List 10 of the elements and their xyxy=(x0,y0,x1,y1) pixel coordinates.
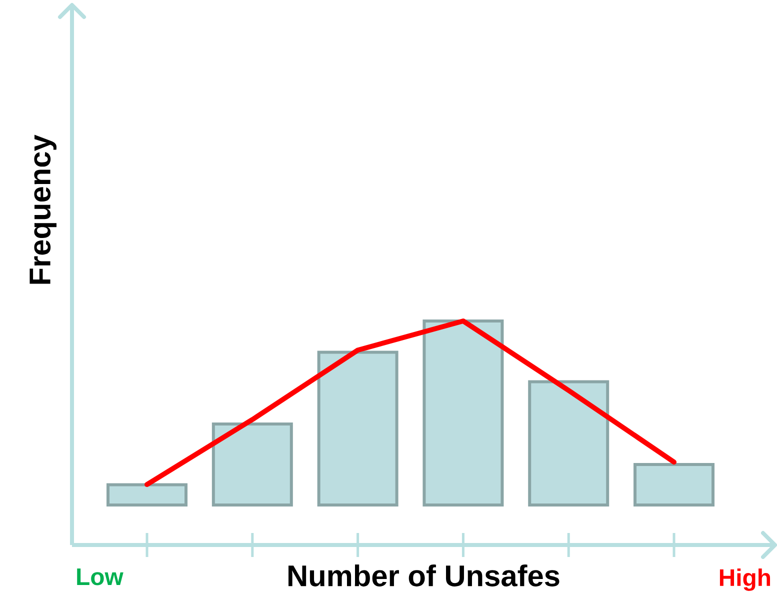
bar xyxy=(106,483,188,506)
x-axis-title: Number of Unsafes xyxy=(288,564,560,586)
text: Low xyxy=(77,568,124,586)
bar xyxy=(528,380,610,506)
bar xyxy=(422,319,504,506)
bar xyxy=(317,350,398,506)
text: High xyxy=(720,568,770,591)
y-axis-title: Frequency xyxy=(30,134,56,284)
bar xyxy=(212,422,293,506)
bar xyxy=(634,463,715,506)
